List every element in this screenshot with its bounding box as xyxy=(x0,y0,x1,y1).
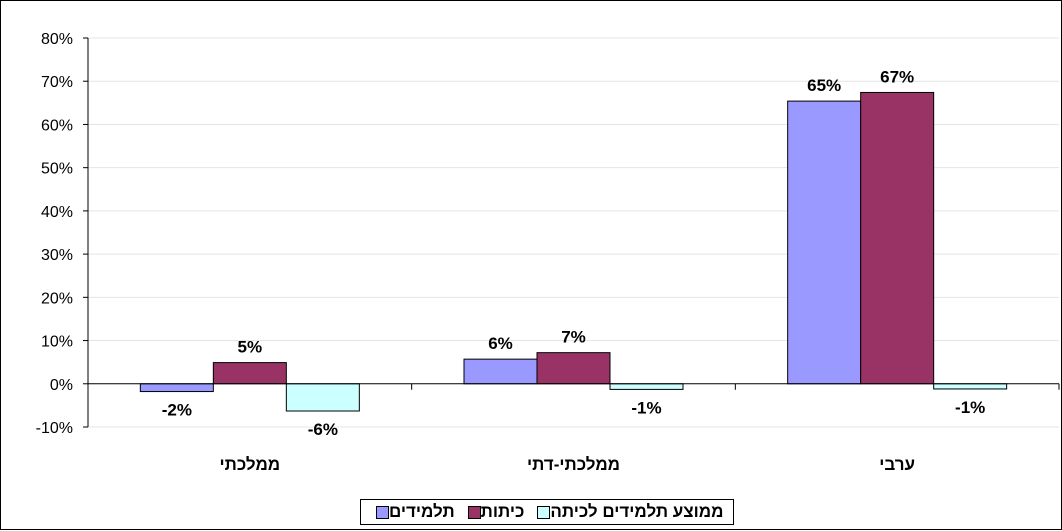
legend-label: כיתות xyxy=(480,502,525,521)
bar xyxy=(285,383,360,412)
y-tick-label: 30% xyxy=(41,247,73,264)
legend-swatch xyxy=(376,505,389,519)
data-label: 65% xyxy=(807,76,841,95)
y-tick-label: 20% xyxy=(41,290,73,307)
data-label: -1% xyxy=(631,398,661,417)
y-tick-label: 40% xyxy=(41,204,73,221)
data-label: 67% xyxy=(880,67,914,86)
category-label: ממלכתי xyxy=(220,455,281,474)
y-tick-label: 10% xyxy=(41,334,73,351)
data-label: -2% xyxy=(162,401,192,420)
category-label: ממלכתי-דתי xyxy=(527,455,620,474)
category-label: ערבי xyxy=(879,455,915,474)
legend-swatch xyxy=(537,505,551,519)
bar xyxy=(212,362,287,385)
bar xyxy=(536,352,611,385)
y-tick-label: 80% xyxy=(41,31,73,48)
bar xyxy=(933,383,1008,390)
data-label: 6% xyxy=(488,334,513,353)
bar xyxy=(609,383,684,390)
y-tick-label: 70% xyxy=(41,74,73,91)
y-tick-label: 60% xyxy=(41,117,73,134)
legend-item: כיתות xyxy=(463,502,525,522)
bar xyxy=(139,383,214,393)
data-label: 7% xyxy=(561,328,586,347)
y-tick-label: 50% xyxy=(41,161,73,178)
y-tick-label: 0% xyxy=(50,377,73,394)
data-label: 5% xyxy=(238,338,263,357)
bar xyxy=(787,100,862,385)
bar xyxy=(463,358,538,385)
legend-label: תלמידים xyxy=(389,502,455,521)
bar xyxy=(860,91,935,385)
y-tick-label: -10% xyxy=(36,420,73,437)
legend-item: תלמידים xyxy=(371,502,455,522)
chart-legend: תלמידים כיתות ממוצע תלמידים לכיתה xyxy=(360,499,735,525)
legend-label: ממוצע תלמידים לכיתה xyxy=(550,502,724,521)
legend-swatch xyxy=(467,505,481,519)
data-label: -1% xyxy=(955,398,985,417)
data-label: -6% xyxy=(308,420,338,439)
legend-item: ממוצע תלמידים לכיתה xyxy=(532,502,723,522)
